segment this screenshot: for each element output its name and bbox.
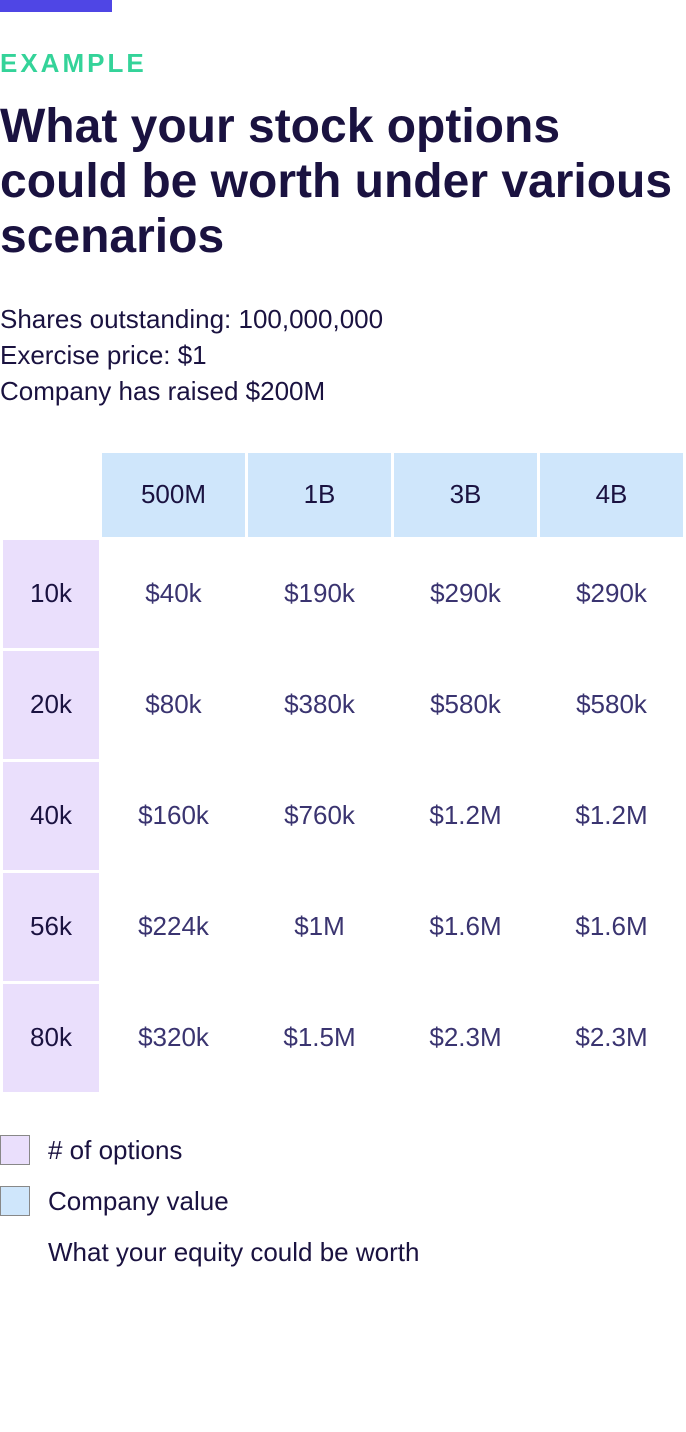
table-cell: $80k [102, 651, 245, 759]
column-header: 4B [540, 453, 683, 537]
row-header: 80k [3, 984, 99, 1092]
table-cell: $160k [102, 762, 245, 870]
table-cell: $580k [540, 651, 683, 759]
column-header: 500M [102, 453, 245, 537]
legend-item: Company value [0, 1186, 686, 1217]
table-row: 56k $224k $1M $1.6M $1.6M [3, 873, 683, 981]
table-cell: $1.2M [540, 762, 683, 870]
table-cell: $1.6M [540, 873, 683, 981]
legend-swatch-company-value [0, 1186, 30, 1216]
accent-bar [0, 0, 112, 12]
table-row: 10k $40k $190k $290k $290k [3, 540, 683, 648]
table-cell: $290k [394, 540, 537, 648]
table-cell: $290k [540, 540, 683, 648]
table-cell: $2.3M [394, 984, 537, 1092]
legend-label: Company value [48, 1186, 229, 1217]
table-cell: $190k [248, 540, 391, 648]
table-cell: $380k [248, 651, 391, 759]
meta-raised: Company has raised $200M [0, 373, 686, 409]
table-cell: $1.6M [394, 873, 537, 981]
meta-exercise-price: Exercise price: $1 [0, 337, 686, 373]
table-row: 20k $80k $380k $580k $580k [3, 651, 683, 759]
table-cell: $1.2M [394, 762, 537, 870]
row-header: 56k [3, 873, 99, 981]
meta-block: Shares outstanding: 100,000,000 Exercise… [0, 301, 686, 410]
table-cell: $580k [394, 651, 537, 759]
table-cell: $2.3M [540, 984, 683, 1092]
table-cell: $760k [248, 762, 391, 870]
legend-swatch-empty [0, 1237, 30, 1267]
row-header: 40k [3, 762, 99, 870]
legend-item: # of options [0, 1135, 686, 1166]
table-row: 40k $160k $760k $1.2M $1.2M [3, 762, 683, 870]
scenario-table: 500M 1B 3B 4B 10k $40k $190k $290k $290k… [0, 450, 686, 1095]
column-header: 1B [248, 453, 391, 537]
table-cell: $320k [102, 984, 245, 1092]
table-row: 80k $320k $1.5M $2.3M $2.3M [3, 984, 683, 1092]
row-header: 20k [3, 651, 99, 759]
table-cell: $1.5M [248, 984, 391, 1092]
table-corner-empty [3, 453, 99, 537]
legend-label: What your equity could be worth [48, 1237, 419, 1268]
row-header: 10k [3, 540, 99, 648]
legend: # of options Company value What your equ… [0, 1135, 686, 1268]
legend-label: # of options [48, 1135, 182, 1166]
table-cell: $40k [102, 540, 245, 648]
table-cell: $1M [248, 873, 391, 981]
column-header: 3B [394, 453, 537, 537]
table-cell: $224k [102, 873, 245, 981]
page-title: What your stock options could be worth u… [0, 99, 686, 265]
eyebrow-label: EXAMPLE [0, 48, 686, 79]
legend-swatch-options [0, 1135, 30, 1165]
meta-shares-outstanding: Shares outstanding: 100,000,000 [0, 301, 686, 337]
legend-item: What your equity could be worth [0, 1237, 686, 1268]
